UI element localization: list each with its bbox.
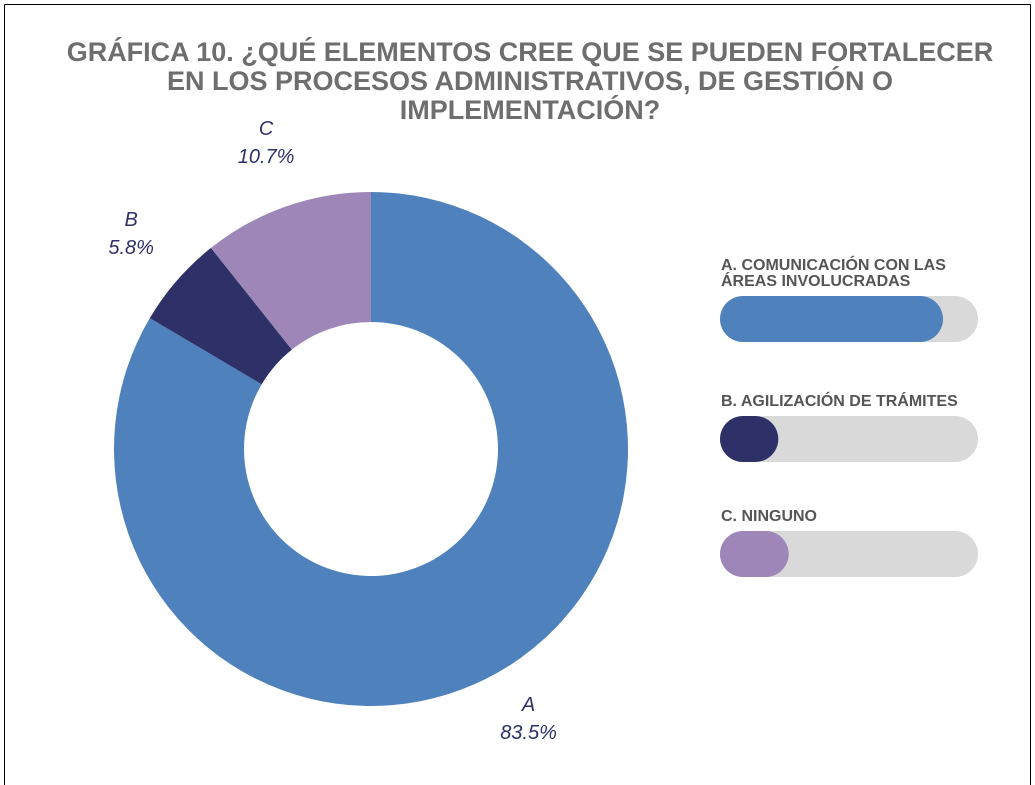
slice-category: B bbox=[124, 209, 137, 231]
donut-slice bbox=[210, 192, 371, 350]
slice-value-label: 10.7% bbox=[238, 146, 295, 168]
legend-track bbox=[720, 416, 978, 462]
legend-label: C. NINGUNO bbox=[721, 508, 817, 525]
legend-bar bbox=[720, 416, 779, 462]
legend-bar bbox=[720, 531, 789, 577]
donut-slice bbox=[149, 247, 292, 385]
legend-label: A. COMUNICACIÓN CON LAS ÁREAS INVOLUCRAD… bbox=[721, 257, 946, 290]
legend-label: B. AGILIZACIÓN DE TRÁMITES bbox=[721, 393, 958, 410]
legend-bar bbox=[720, 296, 944, 342]
chart-title: GRÁFICA 10. ¿QUÉ ELEMENTOS CREE QUE SE P… bbox=[66, 37, 994, 125]
slice-category: C bbox=[259, 118, 274, 140]
slice-value-label: 83.5% bbox=[500, 722, 557, 744]
donut-slice bbox=[114, 192, 629, 706]
slice-value-label: 5.8% bbox=[108, 237, 154, 259]
slice-category: A bbox=[521, 694, 535, 716]
